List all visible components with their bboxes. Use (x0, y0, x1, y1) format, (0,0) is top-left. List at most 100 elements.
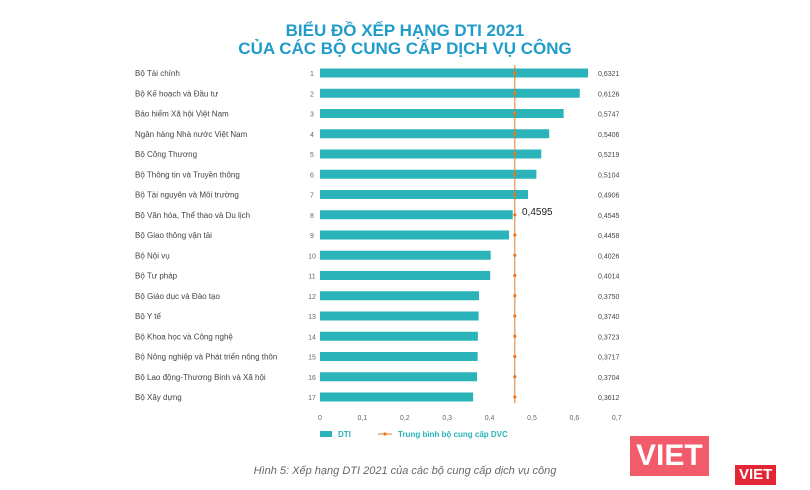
average-marker (513, 375, 517, 379)
rank-label: 6 (310, 172, 314, 179)
legend-dti-swatch (320, 431, 332, 437)
vietnamnet-logo: VIET (630, 436, 709, 476)
x-tick-label: 0,1 (358, 415, 368, 422)
category-label: Bộ Công Thương (135, 150, 197, 159)
value-label: 0,5104 (598, 172, 620, 179)
category-label: Bộ Văn hóa, Thể thao và Du lịch (135, 211, 250, 220)
average-marker (513, 294, 517, 298)
bar-dti (320, 311, 479, 321)
bar-dti (320, 392, 474, 402)
rank-label: 4 (310, 132, 314, 139)
rank-label: 10 (308, 253, 316, 260)
category-label: Bộ Tài chính (135, 69, 180, 78)
average-marker (513, 132, 517, 136)
rank-label: 8 (310, 213, 314, 220)
bar-dti (320, 372, 478, 382)
bar-dti (320, 109, 564, 118)
rank-label: 2 (310, 91, 314, 98)
category-label: Bộ Nông nghiệp và Phát triển nông thôn (135, 353, 277, 362)
category-label: Bộ Khoa học và Công nghệ (135, 332, 233, 341)
rank-label: 9 (310, 233, 314, 240)
value-label: 0,3704 (598, 375, 620, 382)
bar-dti (320, 190, 529, 199)
average-marker (513, 172, 517, 176)
value-label: 0,4014 (598, 274, 620, 281)
average-marker (513, 314, 517, 318)
value-label: 0,3740 (598, 314, 620, 321)
average-marker (513, 213, 517, 217)
x-tick-label: 0,4 (485, 415, 495, 422)
category-label: Bộ Giáo dục và Đào tạo (135, 292, 220, 301)
legend-dti-label: DTI (338, 430, 351, 439)
average-marker (513, 233, 517, 237)
value-label: 0,4906 (598, 193, 620, 200)
value-label: 0,5747 (598, 112, 620, 119)
average-marker (513, 273, 517, 278)
value-label: 0,5406 (598, 132, 620, 139)
category-label: Bộ Lao động-Thương Binh và Xã hội (135, 373, 266, 382)
average-marker (513, 111, 517, 116)
average-marker (513, 192, 517, 197)
x-tick-label: 0,7 (612, 415, 622, 422)
category-label: Bộ Giao thông vận tải (135, 231, 212, 240)
legend-avg-marker (383, 432, 387, 436)
average-label: 0,4595 (522, 207, 553, 218)
value-label: 0,5219 (598, 152, 620, 159)
category-label: Bộ Y tế (135, 312, 162, 321)
average-marker (513, 354, 517, 359)
x-tick-label: 0,3 (442, 415, 452, 422)
value-label: 0,3717 (598, 355, 620, 362)
average-marker (513, 395, 517, 399)
rank-label: 13 (308, 314, 316, 321)
bar-dti (320, 271, 491, 280)
value-label: 0,4458 (598, 233, 620, 240)
rank-label: 16 (308, 375, 316, 382)
x-tick-label: 0,2 (400, 415, 410, 422)
chart-title-line2: CỦA CÁC BỘ CUNG CẤP DỊCH VỤ CÔNG (238, 39, 572, 58)
value-label: 0,3750 (598, 294, 620, 301)
value-label: 0,4026 (598, 253, 620, 260)
value-label: 0,3723 (598, 334, 620, 341)
value-label: 0,3612 (598, 395, 620, 402)
rank-label: 11 (308, 274, 315, 281)
average-marker (513, 71, 517, 75)
average-marker (513, 91, 517, 95)
bar-dti (320, 291, 479, 301)
bar-dti (320, 129, 550, 139)
rank-label: 15 (308, 355, 316, 362)
rank-label: 3 (310, 112, 314, 119)
x-tick-label: 0,6 (570, 415, 580, 422)
category-label: Bộ Xây dựng (135, 393, 182, 402)
average-marker (513, 253, 517, 257)
chart-title-line1: BIỂU ĐỒ XẾP HẠNG DTI 2021 (285, 21, 525, 40)
bar-dti (320, 169, 537, 179)
rank-label: 5 (310, 152, 314, 159)
average-marker (513, 334, 517, 338)
category-label: Ngân hàng Nhà nước Việt Nam (135, 130, 248, 139)
category-label: Bộ Nội vụ (135, 251, 170, 260)
bar-dti (320, 230, 510, 240)
vietnamnet-logo-small: VIET (735, 465, 777, 485)
bar-dti (320, 210, 513, 220)
bar-dti (320, 149, 542, 159)
value-label: 0,6126 (598, 91, 620, 98)
bar-dti (320, 88, 580, 98)
category-label: Bộ Tư pháp (135, 272, 178, 281)
category-label: Bộ Thông tin và Truyền thông (135, 170, 240, 179)
value-label: 0,4545 (598, 213, 620, 220)
average-marker (513, 152, 517, 156)
category-label: Bộ Tài nguyên và Môi trường (135, 191, 239, 200)
rank-label: 1 (310, 71, 314, 78)
bar-dti (320, 68, 589, 78)
bar-dti (320, 331, 478, 341)
rank-label: 14 (308, 334, 316, 341)
bar-dti (320, 250, 491, 260)
x-tick-label: 0 (318, 415, 322, 422)
value-label: 0,6321 (598, 71, 620, 78)
figure-caption: Hình 5: Xếp hạng DTI 2021 của các bộ cun… (253, 465, 557, 477)
rank-label: 7 (310, 193, 314, 200)
legend-avg-label: Trung bình bộ cung cấp DVC (398, 430, 508, 439)
category-label: Bộ Kế hoạch và Đầu tư (135, 89, 219, 98)
rank-label: 12 (308, 294, 316, 301)
